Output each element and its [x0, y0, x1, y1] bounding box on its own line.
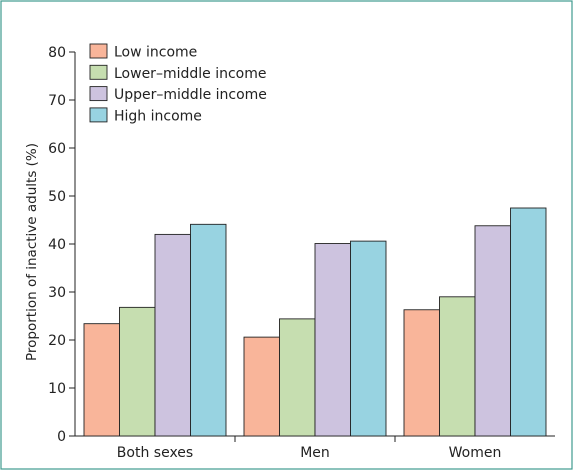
- bar: [403, 309, 440, 437]
- y-axis: 0 10 20 30 40 50 60 70 80: [48, 45, 76, 445]
- y-tick-label: 40: [48, 237, 66, 253]
- y-tick-label: 60: [48, 141, 66, 157]
- bar: [279, 318, 316, 437]
- legend-label: Upper–middle income: [114, 87, 267, 103]
- legend-label: Lower–middle income: [114, 66, 266, 82]
- y-tick-label: 50: [48, 189, 66, 205]
- x-tick-label: Women: [449, 445, 502, 461]
- legend: Low income Lower–middle income Upper–middl…: [89, 43, 267, 124]
- bar: [314, 243, 351, 437]
- legend-swatch: [89, 86, 108, 102]
- bar: [350, 240, 387, 437]
- bars-group: [83, 207, 547, 437]
- bar: [510, 207, 547, 437]
- y-tick-label: 0: [57, 429, 66, 445]
- y-tick-label: 80: [48, 45, 66, 61]
- legend-label: High income: [114, 108, 202, 124]
- bar: [190, 223, 227, 437]
- y-tick-label: 20: [48, 333, 66, 349]
- bar: [243, 336, 280, 437]
- x-axis: Both sexes Men Women: [75, 435, 555, 461]
- bar: [83, 323, 120, 437]
- x-tick-label: Men: [300, 445, 330, 461]
- bar: [154, 233, 191, 437]
- bar: [474, 225, 511, 437]
- legend-swatch: [89, 43, 108, 59]
- y-tick-label: 30: [48, 285, 66, 301]
- y-tick-label: 10: [48, 381, 66, 397]
- y-tick-label: 70: [48, 93, 66, 109]
- x-tick-label: Both sexes: [117, 445, 193, 461]
- bar: [119, 306, 156, 437]
- bar: [439, 296, 476, 437]
- legend-swatch: [89, 107, 108, 123]
- legend-swatch: [89, 64, 108, 80]
- y-axis-title: Proportion of inactive adults (%): [24, 143, 40, 361]
- legend-label: Low income: [114, 45, 197, 61]
